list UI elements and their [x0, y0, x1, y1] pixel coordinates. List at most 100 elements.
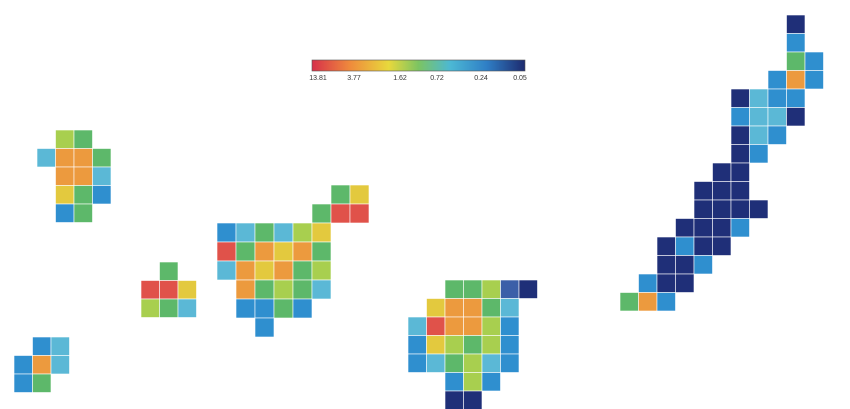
grid-cell — [13, 355, 33, 375]
legend-label: 3.77 — [347, 75, 361, 82]
grid-cell — [55, 148, 75, 168]
grid-cell — [159, 280, 179, 300]
grid-cell — [730, 125, 750, 145]
grid-cell — [407, 353, 427, 373]
grid-cell — [177, 280, 197, 300]
grid-cell — [730, 144, 750, 164]
grid-cell — [656, 255, 676, 275]
grid-cell — [92, 148, 112, 168]
grid-cell — [730, 88, 750, 108]
grid-cell — [804, 70, 824, 90]
grid-cell — [444, 279, 464, 299]
grid-cell — [36, 148, 56, 168]
grid-cell — [786, 14, 806, 34]
grid-cell — [407, 335, 427, 355]
grid-cell — [481, 372, 501, 392]
grid-cell — [712, 199, 732, 219]
grid-cell — [444, 372, 464, 392]
grid-cell — [216, 260, 237, 281]
grid-cell — [712, 181, 732, 201]
grid-cell — [481, 335, 501, 355]
grid-cell — [804, 51, 824, 71]
grid-cell — [463, 353, 483, 373]
grid-cell — [92, 185, 112, 205]
grid-cell — [50, 355, 70, 375]
grid-cell — [311, 241, 332, 262]
grid-cell — [254, 298, 275, 319]
grid-cell — [426, 298, 446, 318]
grid-cell — [693, 255, 713, 275]
grid-cell — [693, 181, 713, 201]
grid-cell — [426, 316, 446, 336]
grid-cell — [656, 273, 676, 293]
grid-cell — [292, 222, 313, 243]
grid-cell — [32, 373, 52, 393]
grid-cell — [407, 316, 427, 336]
legend-label: 1.62 — [393, 75, 407, 82]
legend-label: 0.24 — [474, 75, 488, 82]
grid-cell — [730, 162, 750, 182]
grid-cell — [767, 125, 787, 145]
grid-cell — [463, 298, 483, 318]
grid-cell — [693, 236, 713, 256]
grid-cell — [619, 292, 639, 312]
grid-cell — [273, 222, 294, 243]
grid-cell — [730, 199, 750, 219]
grid-cell — [254, 260, 275, 281]
grid-cell — [675, 273, 695, 293]
grid-cell — [730, 218, 750, 238]
grid-cell — [786, 70, 806, 90]
grid-cell — [32, 355, 52, 375]
grid-cell — [749, 125, 769, 145]
grid-cell — [254, 222, 275, 243]
grid-cell — [73, 129, 93, 149]
grid-cell — [656, 236, 676, 256]
grid-cell — [749, 88, 769, 108]
grid-cell — [730, 181, 750, 201]
grid-cell — [481, 298, 501, 318]
grid-cell — [500, 298, 520, 318]
grid-cell — [254, 279, 275, 300]
grid-cell — [13, 373, 33, 393]
grid-cell — [500, 316, 520, 336]
grid-cell — [349, 203, 370, 224]
grid-cell — [463, 372, 483, 392]
grid-cell — [767, 107, 787, 127]
grid-cell — [463, 335, 483, 355]
grid-cell — [273, 241, 294, 262]
grid-cell — [92, 166, 112, 186]
grid-cell — [786, 88, 806, 108]
grid-cell — [73, 203, 93, 223]
grid-cell — [749, 199, 769, 219]
grid-cell — [235, 298, 256, 319]
grid-cell — [140, 280, 160, 300]
grid-cell — [786, 51, 806, 71]
grid-cell — [177, 298, 197, 318]
grid-cell — [638, 292, 658, 312]
color-bar — [311, 59, 526, 72]
grid-cell — [73, 185, 93, 205]
grid-cell — [73, 166, 93, 186]
grid-cell — [330, 203, 351, 224]
legend: 13.81 3.77 1.62 0.72 0.24 0.05 — [309, 75, 527, 82]
grid-cell — [73, 148, 93, 168]
grid-cell — [767, 88, 787, 108]
grid-cell — [749, 107, 769, 127]
grid-cell — [444, 316, 464, 336]
grid-cell — [216, 241, 237, 262]
grid-cell — [426, 353, 446, 373]
grid-cell — [500, 279, 520, 299]
grid-cell — [292, 279, 313, 300]
grid-cell — [463, 279, 483, 299]
grid-cell — [159, 261, 179, 281]
grid-cell — [55, 129, 75, 149]
grid-cell — [518, 279, 538, 299]
grid-cell — [55, 185, 75, 205]
grid-cell — [712, 218, 732, 238]
grid-cell — [254, 317, 275, 338]
grid-cell — [767, 70, 787, 90]
grid-cell — [140, 298, 160, 318]
grid-cell — [235, 279, 256, 300]
legend-label: 0.05 — [513, 75, 527, 82]
